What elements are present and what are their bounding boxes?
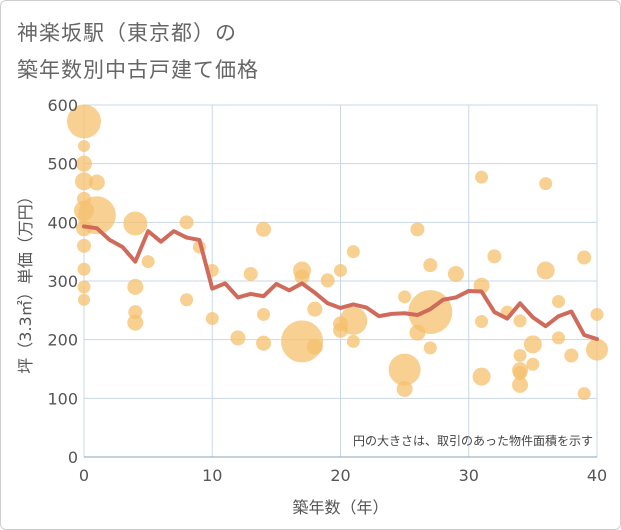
data-bubble [564,348,579,363]
data-bubble [256,221,272,237]
x-tick-label: 30 [459,466,479,485]
data-bubble [590,307,604,321]
y-tick-label: 300 [47,272,78,291]
data-bubble [512,376,529,393]
data-bubble [77,262,91,276]
y-tick-label: 0 [68,448,78,467]
chart-title-line1: 神楽坂駅（東京都）の [17,21,237,45]
data-bubble [552,295,566,309]
y-tick-label: 600 [47,96,78,115]
data-bubble [74,200,94,221]
data-bubble [77,191,91,206]
data-bubble [76,155,92,172]
chart-title-line2: 築年数別中古戸建て価格 [17,58,259,82]
data-bubble [423,341,437,355]
data-bubble [256,335,272,351]
data-bubble [423,258,438,273]
data-bubble [586,338,608,361]
data-bubble [334,263,347,277]
x-axis-label: 築年数（年） [292,498,388,517]
data-bubble [513,314,527,328]
data-bubble [346,334,360,348]
data-bubble [127,278,144,295]
x-tick-label: 0 [79,466,89,485]
data-bubble [487,249,502,264]
data-bubble [536,261,555,280]
data-bubble [539,177,553,191]
bubble-size-note: 円の大きさは、取引のあった物件面積を示す [353,433,593,448]
data-bubble [333,322,348,338]
data-bubble [123,211,148,236]
data-bubble [294,269,310,285]
data-bubble [88,174,105,191]
data-bubble [78,293,90,306]
data-bubble [398,290,412,304]
axes: 0 100 200 300 400 500 600 0 10 20 30 40 [47,96,607,485]
x-tick-label: 40 [587,466,607,485]
data-bubble [230,330,246,346]
data-bubble [205,312,219,326]
trend-line [82,224,599,342]
data-bubble [447,265,464,282]
data-bubble [128,305,143,320]
y-tick-label: 400 [47,213,78,232]
data-bubble [577,250,592,265]
data-bubble [396,380,413,397]
x-tick-label: 20 [330,466,350,485]
data-bubble [523,335,542,354]
x-tick-label: 10 [202,466,222,485]
y-tick-label: 200 [47,331,78,350]
data-bubble [388,353,421,386]
data-bubble [513,349,527,363]
data-bubble [67,104,101,139]
data-bubble [513,366,528,381]
data-bubble [77,238,91,253]
grid-lines [83,104,598,458]
data-bubble [577,387,591,401]
data-bubble [526,357,540,371]
y-tick-label: 100 [47,389,78,408]
data-bubble [472,367,491,386]
y-tick-label: 500 [47,155,78,174]
data-bubble [75,172,93,191]
data-bubble [127,314,144,331]
data-bubble [179,215,194,230]
data-bubble [475,314,489,328]
data-bubble [306,338,323,355]
data-bubble [410,222,425,237]
data-bubble [409,324,426,341]
data-bubble [180,293,194,307]
data-bubble [78,140,90,153]
data-bubble [257,307,271,321]
data-bubble [475,170,489,184]
data-bubble [243,266,258,281]
data-bubble [141,255,155,269]
bubble-layer [67,104,608,401]
data-bubble [346,245,360,259]
trend-layer [82,224,599,342]
data-bubble [320,273,335,288]
y-axis-label: 坪（3.3㎡）単価（万円） [16,188,35,373]
data-bubble [307,301,323,317]
data-bubble [552,331,566,345]
data-bubble [77,280,91,294]
